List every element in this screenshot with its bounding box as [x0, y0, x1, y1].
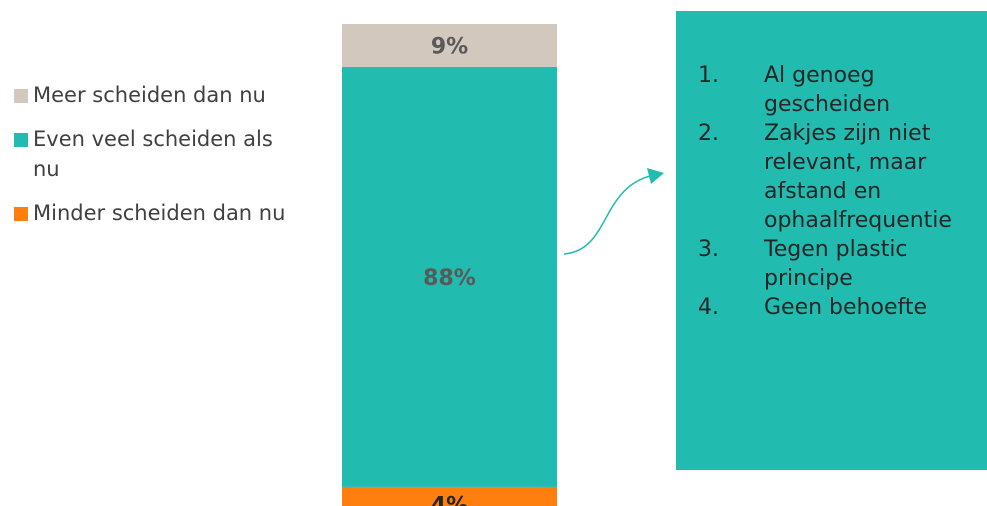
callout-item-number: 1. [698, 63, 719, 88]
legend-item-even: Even veel scheiden als nu [14, 124, 304, 184]
legend: Meer scheiden dan nu Even veel scheiden … [14, 80, 304, 242]
legend-swatch [14, 89, 28, 103]
legend-label: Minder scheiden dan nu [33, 201, 286, 225]
arrowhead-icon [647, 168, 664, 184]
legend-label: Even veel scheiden als nu [33, 127, 273, 181]
callout-item-text: Zakjes zijn niet relevant, maar afstand … [764, 121, 952, 233]
legend-swatch [14, 207, 28, 221]
callout-item: 2. Zakjes zijn niet relevant, maar afsta… [698, 119, 968, 235]
legend-swatch [14, 133, 28, 147]
callout-item-number: 2. [698, 121, 719, 146]
bar-data-label: 9% [431, 34, 468, 59]
callout-item: 3. Tegen plastic principe [698, 235, 968, 293]
bar-data-label: 4% [431, 493, 468, 506]
bar-segment [342, 24, 557, 67]
callout-item-number: 4. [698, 295, 719, 320]
callout-item-number: 3. [698, 237, 719, 262]
callout-item-text: Tegen plastic principe [764, 237, 908, 291]
callout-item: 4. Geen behoefte [698, 293, 968, 322]
callout-item-text: Al genoeg gescheiden [764, 63, 891, 117]
legend-item-minder: Minder scheiden dan nu [14, 198, 304, 228]
bar-segment [342, 486, 557, 506]
callout-item-text: Geen behoefte [764, 295, 928, 320]
callout-list: 1. Al genoeg gescheiden 2. Zakjes zijn n… [698, 61, 968, 322]
legend-item-meer: Meer scheiden dan nu [14, 80, 304, 110]
bar-data-label: 88% [423, 266, 476, 291]
legend-label: Meer scheiden dan nu [33, 83, 266, 107]
callout-box: 1. Al genoeg gescheiden 2. Zakjes zijn n… [676, 11, 987, 470]
callout-arrow [563, 175, 651, 255]
callout-item: 1. Al genoeg gescheiden [698, 61, 968, 119]
bar-segment [342, 66, 557, 487]
